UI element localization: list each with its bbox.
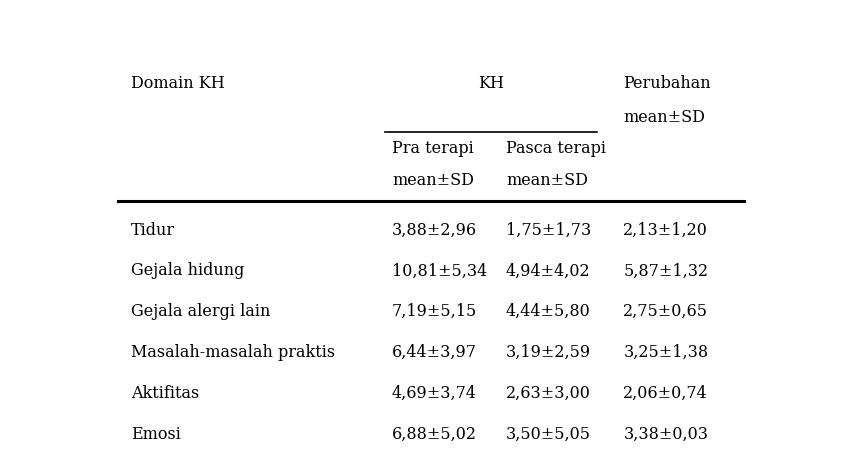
Text: 6,44±3,97: 6,44±3,97 bbox=[392, 344, 477, 361]
Text: Masalah-masalah praktis: Masalah-masalah praktis bbox=[131, 344, 336, 361]
Text: 6,88±5,02: 6,88±5,02 bbox=[392, 426, 477, 443]
Text: Tidur: Tidur bbox=[131, 222, 175, 239]
Text: Domain KH: Domain KH bbox=[131, 75, 225, 92]
Text: 4,94±4,02: 4,94±4,02 bbox=[506, 263, 590, 279]
Text: 1,75±1,73: 1,75±1,73 bbox=[506, 222, 591, 239]
Text: 3,25±1,38: 3,25±1,38 bbox=[623, 344, 708, 361]
Text: mean±SD: mean±SD bbox=[392, 172, 473, 189]
Text: 2,75±0,65: 2,75±0,65 bbox=[623, 303, 708, 320]
Text: 3,88±2,96: 3,88±2,96 bbox=[392, 222, 477, 239]
Text: Gejala hidung: Gejala hidung bbox=[131, 263, 245, 279]
Text: 3,50±5,05: 3,50±5,05 bbox=[506, 426, 591, 443]
Text: 2,06±0,74: 2,06±0,74 bbox=[623, 385, 708, 402]
Text: 4,44±5,80: 4,44±5,80 bbox=[506, 303, 590, 320]
Text: 7,19±5,15: 7,19±5,15 bbox=[392, 303, 477, 320]
Text: KH: KH bbox=[479, 75, 505, 92]
Text: 10,81±5,34: 10,81±5,34 bbox=[392, 263, 487, 279]
Text: mean±SD: mean±SD bbox=[623, 110, 705, 126]
Text: 5,87±1,32: 5,87±1,32 bbox=[623, 263, 708, 279]
Text: mean±SD: mean±SD bbox=[506, 172, 588, 189]
Text: 2,13±1,20: 2,13±1,20 bbox=[623, 222, 708, 239]
Text: Pasca terapi: Pasca terapi bbox=[506, 141, 606, 158]
Text: Aktifitas: Aktifitas bbox=[131, 385, 199, 402]
Text: 3,19±2,59: 3,19±2,59 bbox=[506, 344, 591, 361]
Text: Emosi: Emosi bbox=[131, 426, 181, 443]
Text: Perubahan: Perubahan bbox=[623, 75, 711, 92]
Text: Gejala alergi lain: Gejala alergi lain bbox=[131, 303, 271, 320]
Text: Pra terapi: Pra terapi bbox=[392, 141, 473, 158]
Text: 3,38±0,03: 3,38±0,03 bbox=[623, 426, 708, 443]
Text: 4,69±3,74: 4,69±3,74 bbox=[392, 385, 477, 402]
Text: 2,63±3,00: 2,63±3,00 bbox=[506, 385, 591, 402]
